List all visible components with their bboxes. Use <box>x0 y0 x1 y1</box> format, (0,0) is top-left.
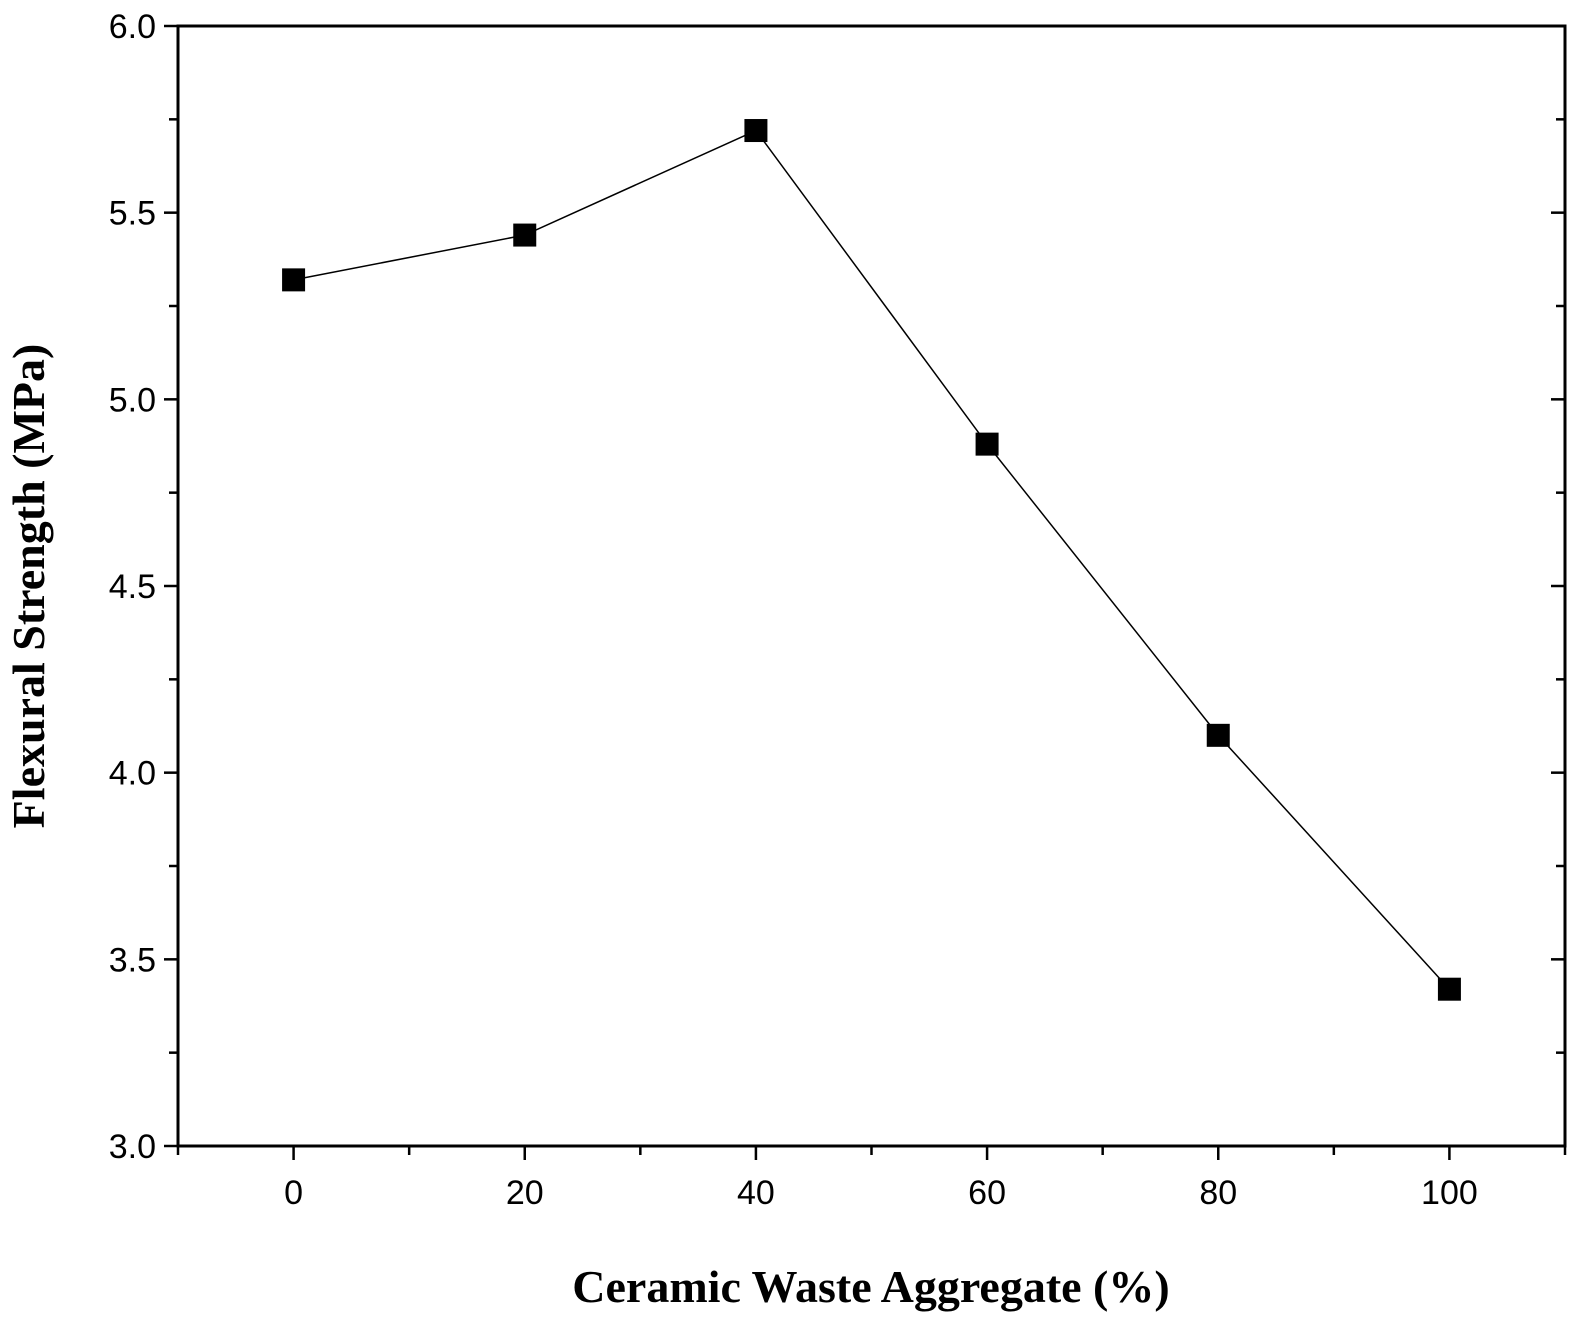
data-point-marker <box>1206 723 1230 747</box>
data-point-marker <box>282 268 306 292</box>
x-axis-title: Ceramic Waste Aggregate (%) <box>572 1261 1169 1312</box>
y-tick-label: 5.0 <box>109 381 156 419</box>
series-layer <box>282 119 1461 1001</box>
x-tick-label: 100 <box>1421 1174 1478 1212</box>
x-tick-label: 80 <box>1199 1174 1237 1212</box>
y-axis-title: Flexural Strength (MPa) <box>3 344 54 829</box>
plot-frame <box>176 24 1567 1148</box>
data-point-marker <box>744 119 768 143</box>
x-tick-label: 40 <box>737 1174 775 1212</box>
y-tick-label: 4.5 <box>109 568 156 606</box>
data-point-marker <box>513 223 537 247</box>
axis-tick-labels: 0 20 40 60 80 100 3.0 3.5 4.0 4.5 5.0 5.5 6.0 <box>109 8 1478 1212</box>
y-tick-label: 3.5 <box>109 941 156 979</box>
x-tick-label: 20 <box>506 1174 544 1212</box>
y-tick-label: 4.0 <box>109 755 156 793</box>
y-tick-label: 3.0 <box>109 1128 156 1166</box>
y-tick-label: 6.0 <box>109 8 156 46</box>
data-point-marker <box>975 432 999 456</box>
series-line <box>293 129 1450 990</box>
y-tick-label: 5.5 <box>109 195 156 233</box>
x-tick-label: 60 <box>968 1174 1006 1212</box>
axis-ticks <box>164 24 1567 1160</box>
x-tick-label: 0 <box>284 1174 303 1212</box>
data-point-marker <box>1437 977 1461 1001</box>
